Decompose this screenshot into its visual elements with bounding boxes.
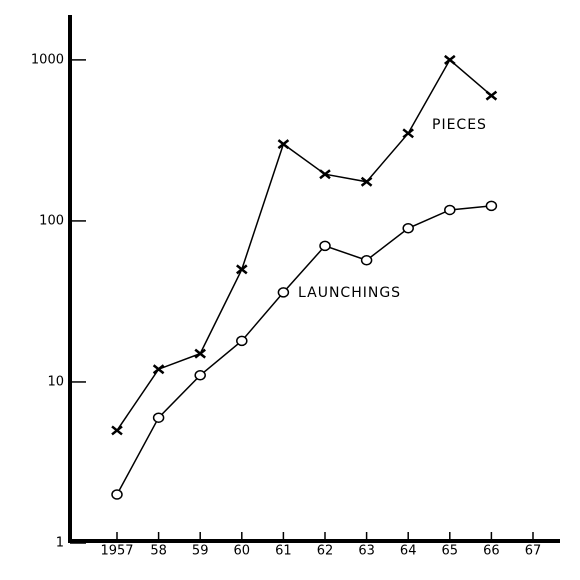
marker — [277, 287, 290, 298]
marker — [152, 412, 165, 423]
x-tick-label: 64 — [400, 544, 417, 559]
x-tick-label: 59 — [192, 544, 209, 559]
marker — [485, 90, 498, 101]
x-tick-label: 66 — [483, 544, 500, 559]
x-tick-label: 65 — [442, 544, 459, 559]
series-label: LAUNCHINGS — [298, 285, 401, 301]
marker — [444, 204, 456, 216]
marker — [236, 264, 248, 275]
x-tick-label: 61 — [275, 544, 292, 559]
x-tick-label: 67 — [525, 544, 542, 559]
y-tick-label: 10 — [47, 374, 64, 389]
marker — [319, 240, 331, 252]
marker — [402, 128, 414, 139]
x-tick-label: 62 — [317, 544, 334, 559]
marker — [485, 200, 498, 212]
marker — [236, 335, 248, 347]
series-label: PIECES — [432, 117, 487, 133]
marker — [111, 489, 123, 500]
series-line — [116, 205, 492, 495]
marker — [277, 139, 290, 150]
marker — [360, 254, 373, 266]
x-tick-label: 63 — [358, 544, 375, 559]
x-tick-label: 1957 — [100, 544, 133, 559]
marker — [444, 54, 456, 65]
marker — [360, 176, 373, 187]
series-line — [116, 58, 492, 431]
x-tick-label: 58 — [150, 544, 167, 559]
marker — [319, 169, 331, 180]
marker — [194, 348, 206, 359]
y-tick-label: 1000 — [31, 52, 64, 67]
y-tick-label: 1 — [56, 536, 64, 551]
marker — [152, 364, 165, 375]
x-tick-label: 60 — [234, 544, 251, 559]
marker — [194, 370, 206, 381]
marker — [402, 223, 414, 234]
y-tick-label: 100 — [39, 213, 64, 228]
marker — [111, 425, 123, 436]
